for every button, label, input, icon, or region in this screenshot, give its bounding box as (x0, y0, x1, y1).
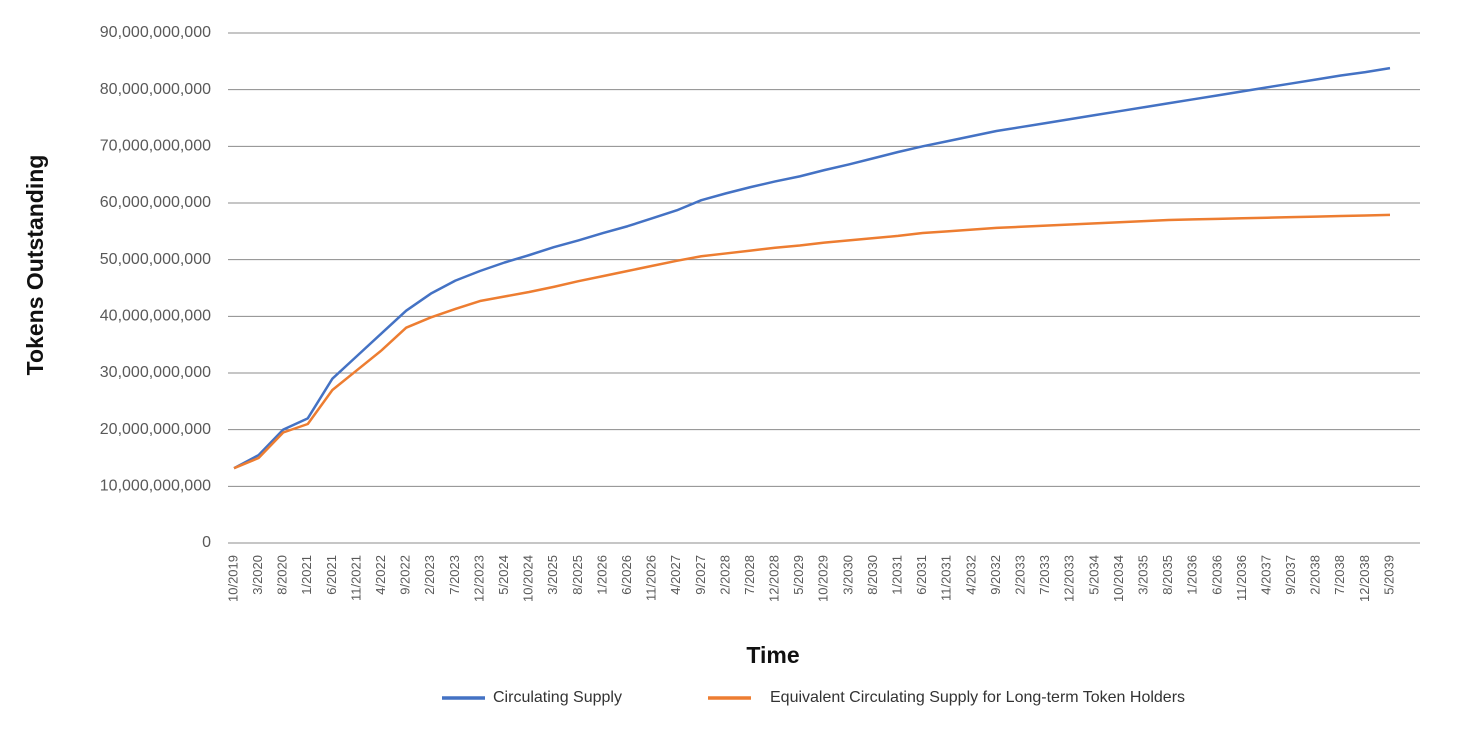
x-tick-label: 12/2028 (767, 555, 782, 602)
x-tick-label: 1/2026 (594, 555, 609, 595)
x-tick-label: 11/2021 (348, 555, 363, 601)
x-tick-label: 7/2033 (1037, 555, 1052, 595)
x-tick-label: 12/2038 (1357, 555, 1372, 602)
y-tick-label: 0 (202, 534, 211, 551)
x-tick-label: 8/2035 (1160, 555, 1175, 595)
x-tick-label: 6/2031 (914, 555, 929, 595)
x-tick-label: 12/2023 (471, 555, 486, 602)
x-tick-label: 5/2024 (496, 555, 511, 595)
y-tick-label: 90,000,000,000 (100, 24, 211, 41)
x-tick-label: 6/2021 (324, 555, 339, 595)
x-tick-label: 6/2026 (619, 555, 634, 595)
y-tick-label: 40,000,000,000 (100, 308, 211, 325)
x-tick-label: 4/2032 (963, 555, 978, 595)
x-tick-label: 4/2027 (668, 555, 683, 595)
y-tick-label: 60,000,000,000 (100, 194, 211, 211)
x-tick-label: 11/2036 (1234, 555, 1249, 601)
x-tick-label: 2/2023 (422, 555, 437, 595)
legend-label: Equivalent Circulating Supply for Long-t… (770, 689, 1185, 706)
x-tick-label: 9/2037 (1283, 555, 1298, 595)
x-tick-label: 5/2039 (1381, 555, 1396, 595)
x-tick-label: 3/2035 (1135, 555, 1150, 595)
x-tick-label: 10/2029 (816, 555, 831, 602)
x-tick-label: 3/2025 (545, 555, 560, 595)
y-tick-label: 20,000,000,000 (100, 421, 211, 438)
x-tick-label: 1/2036 (1185, 555, 1200, 595)
x-tick-label: 5/2034 (1086, 555, 1101, 595)
y-tick-label: 30,000,000,000 (100, 364, 211, 381)
y-tick-label: 80,000,000,000 (100, 81, 211, 98)
x-axis-title: Time (746, 642, 799, 668)
series-line (233, 213, 1391, 470)
x-tick-label: 4/2037 (1258, 555, 1273, 595)
x-tick-label: 9/2027 (693, 555, 708, 595)
x-tick-label: 1/2031 (890, 555, 905, 595)
x-tick-label: 8/2030 (865, 555, 880, 595)
legend-label: Circulating Supply (493, 689, 622, 706)
x-tick-label: 12/2033 (1062, 555, 1077, 602)
x-tick-label: 9/2032 (988, 555, 1003, 595)
y-tick-label: 50,000,000,000 (100, 251, 211, 268)
x-tick-label: 2/2033 (1013, 555, 1028, 595)
x-tick-label: 8/2025 (570, 555, 585, 595)
y-axis-title: Tokens Outstanding (22, 155, 48, 376)
x-tick-label: 10/2024 (521, 555, 536, 602)
x-tick-label: 3/2020 (250, 555, 265, 595)
x-tick-label: 11/2031 (939, 555, 954, 601)
x-tick-label: 11/2026 (644, 555, 659, 601)
x-tick-label: 6/2036 (1209, 555, 1224, 595)
x-tick-label: 4/2022 (373, 555, 388, 595)
x-tick-label: 10/2034 (1111, 555, 1126, 602)
x-tick-label: 8/2020 (275, 555, 290, 595)
series-line (233, 66, 1391, 470)
x-tick-label: 3/2030 (840, 555, 855, 595)
x-tick-label: 10/2019 (225, 555, 240, 602)
x-tick-label: 2/2028 (717, 555, 732, 595)
y-tick-label: 70,000,000,000 (100, 138, 211, 155)
x-tick-label: 9/2022 (398, 555, 413, 595)
x-tick-label: 1/2021 (299, 555, 314, 595)
x-tick-label: 7/2038 (1332, 555, 1347, 595)
x-tick-label: 7/2023 (447, 555, 462, 595)
x-tick-label: 5/2029 (791, 555, 806, 595)
x-tick-label: 7/2028 (742, 555, 757, 595)
x-tick-label: 2/2038 (1308, 555, 1323, 595)
y-tick-label: 10,000,000,000 (100, 478, 211, 495)
